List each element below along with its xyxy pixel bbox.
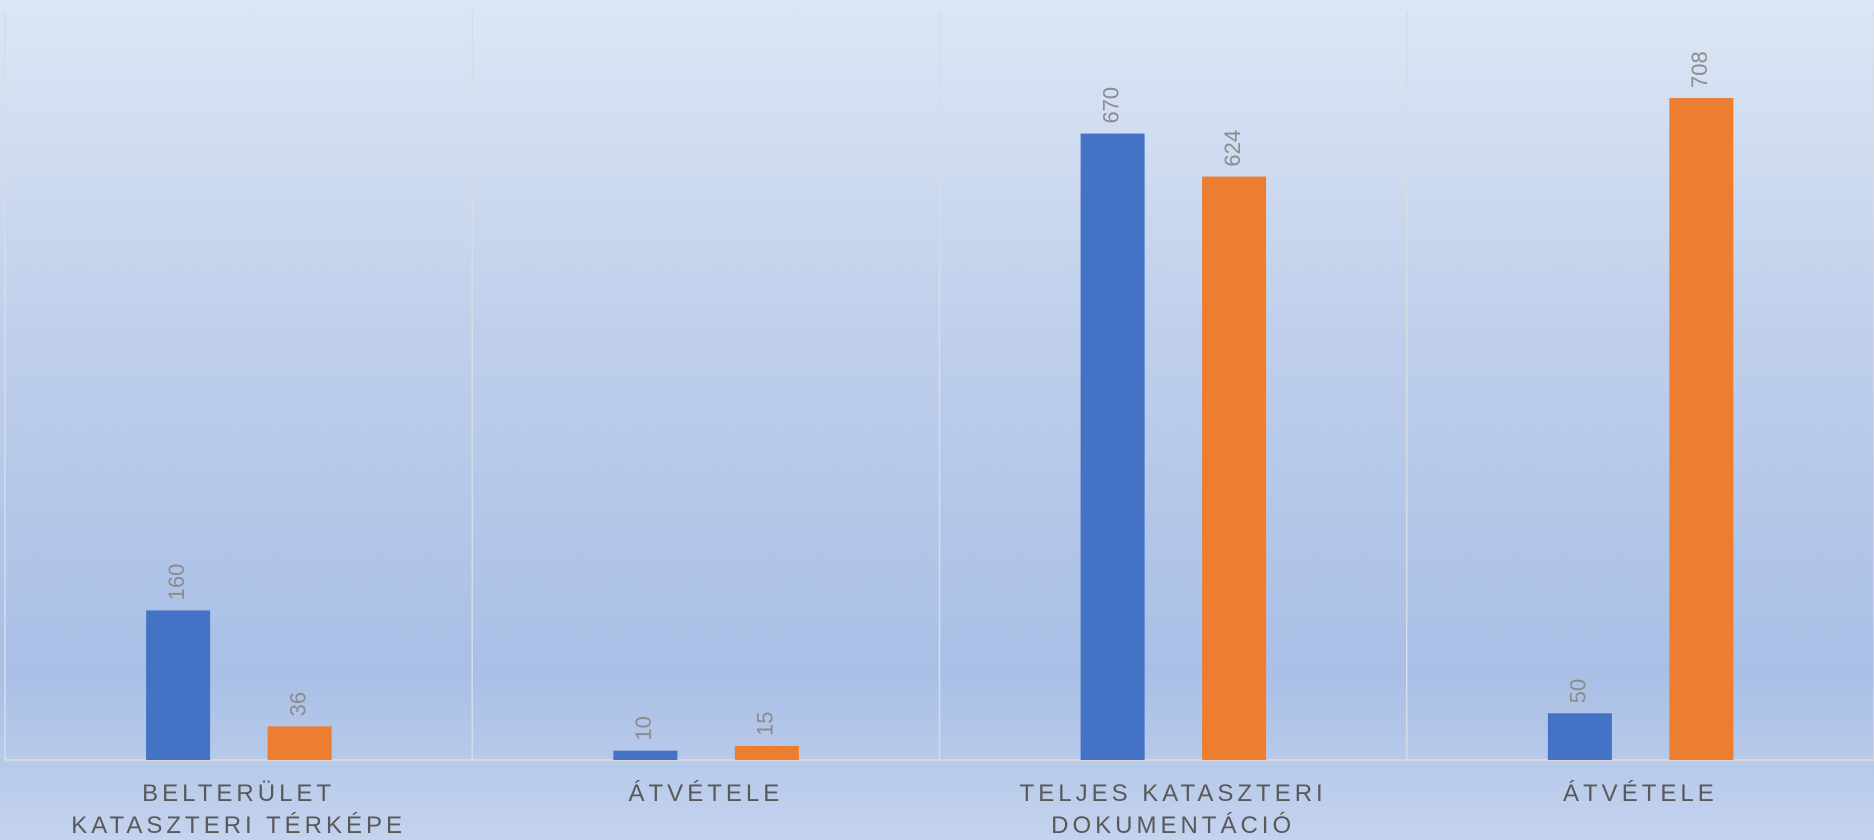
data-label: 160 [164,564,189,601]
data-label: 624 [1220,130,1245,167]
bar [1080,133,1145,761]
bar [1669,98,1734,760]
bar [734,745,799,760]
bar [1547,713,1612,760]
bar [146,610,211,760]
x-tick-label: BELTERÜLET KATASZTERI TÉRKÉPE [71,780,406,839]
data-label: 10 [631,716,656,740]
data-label: 15 [753,711,778,735]
x-tick-label: ÁTVÉTELE [1563,780,1718,807]
data-label: 50 [1566,679,1591,703]
x-tick-label: ÁTVÉTELE [628,780,784,807]
data-label: 670 [1098,87,1123,124]
data-label: 708 [1687,51,1712,88]
bar [1202,176,1267,760]
bar [613,750,678,760]
x-tick-label: TELJES KATASZTERI DOKUMENTÁCIÓ [1019,780,1327,839]
bar [267,726,332,760]
data-label: 36 [285,692,310,716]
